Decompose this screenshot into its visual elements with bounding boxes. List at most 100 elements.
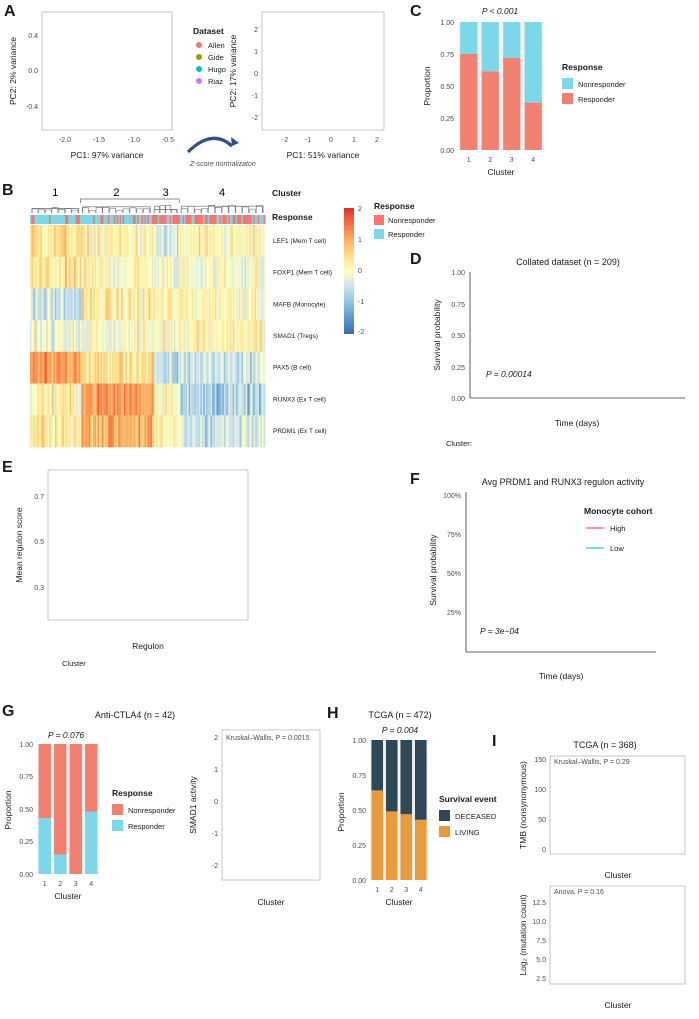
panel-c-letter: C xyxy=(410,3,422,20)
heatmap-cell xyxy=(107,320,110,353)
heatmap-cell xyxy=(242,383,245,416)
heatmap-cell xyxy=(135,415,138,448)
response-annotation-cell xyxy=(232,215,235,224)
heatmap-cell xyxy=(159,225,162,258)
tick-label: 10.0 xyxy=(532,919,546,926)
response-annotation-cell xyxy=(137,215,140,224)
heatmap-cell xyxy=(100,415,103,448)
heatmap-cell xyxy=(132,256,135,289)
heatmap-cell xyxy=(103,415,106,448)
heatmap-cell xyxy=(110,415,113,448)
heatmap-cell xyxy=(213,288,216,321)
heatmap-cell xyxy=(131,383,134,416)
heatmap-cell xyxy=(185,351,188,384)
heatmap-cell xyxy=(63,320,66,353)
heatmap-cell xyxy=(115,320,118,353)
tick-label: 0.75 xyxy=(19,774,33,781)
heatmap-cell xyxy=(234,225,236,258)
heatmap-cell xyxy=(220,288,223,321)
legend-label: Responder xyxy=(578,95,615,104)
heatmap-cell xyxy=(160,415,163,448)
heatmap-cell xyxy=(75,351,78,384)
panel-h-letter: H xyxy=(327,705,339,722)
heatmap-cell xyxy=(259,383,261,416)
heatmap-cell xyxy=(69,415,72,448)
heatmap-cell xyxy=(225,225,228,258)
heatmap-cell xyxy=(129,383,132,416)
heatmap-cell xyxy=(135,320,138,353)
heatmap-cell xyxy=(53,256,56,289)
heatmap-cell xyxy=(168,383,170,416)
response-header-label: Response xyxy=(272,212,313,222)
response-annotation-cell xyxy=(128,215,131,224)
response-annotation-cell xyxy=(40,215,43,224)
heatmap-cell xyxy=(38,383,41,416)
heatmap-cell xyxy=(118,225,120,258)
heatmap-cell xyxy=(59,288,62,321)
tick-label: 1 xyxy=(254,49,258,56)
heatmap-cell xyxy=(257,320,260,353)
response-annotation-cell xyxy=(225,215,228,224)
dendrogram-branch xyxy=(51,207,59,213)
heatmap-row-label: LEF1 (Mem T cell) xyxy=(273,238,326,245)
panel-g-letter: G xyxy=(2,703,15,720)
heatmap-cell xyxy=(125,415,128,448)
heatmap-cell xyxy=(60,383,63,416)
heatmap-cell xyxy=(52,415,54,448)
heatmap-cell xyxy=(141,225,144,258)
heatmap-cell xyxy=(84,225,87,258)
heatmap-cell xyxy=(118,415,120,448)
heatmap-cell xyxy=(160,256,163,289)
heatmap-cell xyxy=(187,351,189,384)
heatmap-cell xyxy=(223,320,226,353)
heatmap-cell xyxy=(96,415,98,448)
panel-h-yaxis: 1.00 0.75 0.50 0.25 0.00 xyxy=(352,738,366,885)
heatmap-cell xyxy=(235,288,238,321)
heatmap-cell xyxy=(96,225,98,258)
heatmap-cell xyxy=(68,256,71,289)
heatmap-cell xyxy=(240,288,242,321)
response-annotation-cell xyxy=(79,215,82,224)
heatmap-cell xyxy=(69,288,72,321)
tick-label: -1.5 xyxy=(93,137,105,144)
heatmap-cell xyxy=(77,288,79,321)
heatmap-cell xyxy=(200,351,203,384)
heatmap-cell xyxy=(225,351,228,384)
heatmap-cell xyxy=(32,256,35,289)
heatmap-cell xyxy=(122,320,125,353)
heatmap-cell xyxy=(210,256,213,289)
response-annotation-cell xyxy=(210,215,213,224)
heatmap-cell xyxy=(109,320,112,353)
heatmap-cell xyxy=(93,383,95,416)
heatmap-cell xyxy=(226,256,229,289)
heatmap-cell xyxy=(244,225,247,258)
heatmap-cell xyxy=(156,225,159,258)
heatmap-cell xyxy=(150,225,153,258)
mutation-count-boxplot: Anova, P = 0.16 12.5 10.0 7.5 5.0 2.5 Cl… xyxy=(518,885,686,1010)
heatmap-cell xyxy=(226,288,229,321)
heatmap-cell xyxy=(96,256,98,289)
heatmap-cell xyxy=(207,320,210,353)
heatmap-cell xyxy=(225,383,228,416)
heatmap-cell xyxy=(162,320,165,353)
heatmap-cell xyxy=(90,256,93,289)
heatmap-cell xyxy=(237,320,239,353)
heatmap-cell xyxy=(219,383,222,416)
tick-label: 0.50 xyxy=(440,84,454,91)
heatmap-cell xyxy=(206,288,209,321)
heatmap-cell xyxy=(121,415,123,448)
dendrogram-branch xyxy=(171,209,177,213)
heatmap-cell xyxy=(104,383,107,416)
legend-swatch xyxy=(196,42,202,48)
heatmap-cell xyxy=(103,351,106,384)
heatmap-cell xyxy=(54,351,57,384)
heatmap-cell xyxy=(231,351,234,384)
heatmap-cell xyxy=(257,415,260,448)
heatmap-cell xyxy=(43,225,46,258)
dendrogram-branch xyxy=(153,205,160,213)
heatmap-cell xyxy=(231,415,234,448)
y-axis-label: Proportion xyxy=(422,66,432,105)
dendrogram-branch xyxy=(159,205,166,213)
response-annotation-cell xyxy=(87,215,90,224)
heatmap-cell xyxy=(168,320,170,353)
